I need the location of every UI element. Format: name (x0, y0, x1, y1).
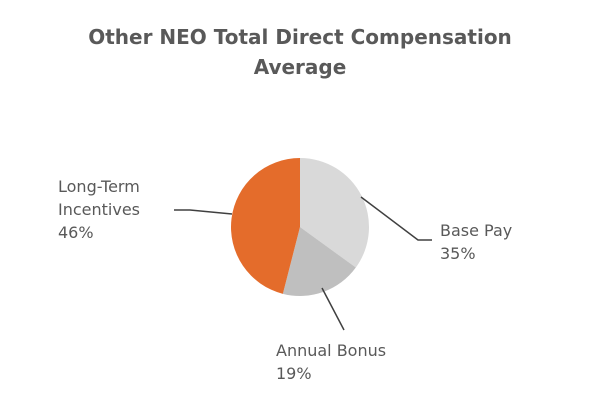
category-label-line: Annual Bonus (276, 341, 386, 360)
chart-title-line-1: Other NEO Total Direct Compensation (88, 25, 512, 49)
leader-line-base-pay (360, 196, 432, 241)
category-label-line: Incentives (58, 200, 140, 219)
leader-line-long-term-incentives (174, 209, 233, 215)
pie-labels: Base Pay 35% Annual Bonus 19% Long-Term Incen… (58, 177, 512, 383)
data-label-annual-bonus: Annual Bonus 19% (276, 341, 386, 383)
pie-slice-long-term-incentives (230, 158, 300, 294)
leader-line-annual-bonus (321, 287, 345, 331)
value-label: 46% (58, 223, 94, 242)
category-label-line: Long-Term (58, 177, 140, 196)
value-label: 35% (440, 244, 476, 263)
chart-title-line-2: Average (253, 55, 347, 79)
data-label-long-term-incentives: Long-Term Incentives 46% (58, 177, 140, 242)
pie-slice-annual-bonus (282, 227, 356, 296)
value-label: 19% (276, 364, 312, 383)
chart-title: Other NEO Total Direct Compensation Aver… (0, 22, 600, 82)
pie-slices (230, 158, 370, 296)
leader-lines (174, 196, 432, 331)
pie-slice-base-pay (300, 158, 370, 268)
data-label-base-pay: Base Pay 35% (440, 221, 512, 263)
category-label-line: Base Pay (440, 221, 512, 240)
